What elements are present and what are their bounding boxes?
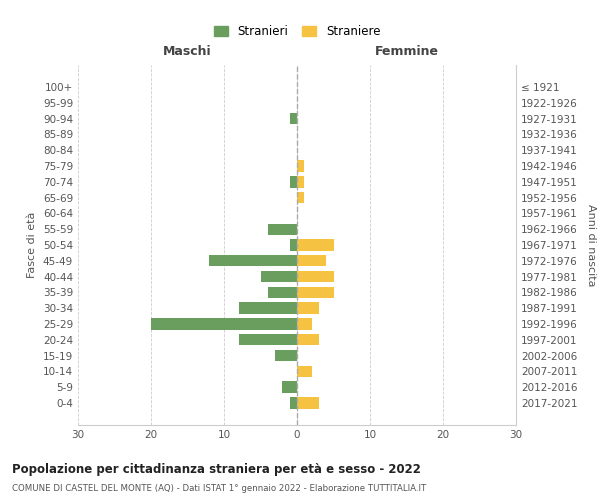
Bar (290, 113, 297, 124)
Bar (151, 318, 297, 330)
Bar (290, 176, 297, 188)
Bar (297, 271, 334, 282)
Bar (275, 350, 297, 362)
Bar (297, 334, 319, 345)
Bar (297, 286, 334, 298)
Bar (239, 334, 297, 345)
Text: COMUNE DI CASTEL DEL MONTE (AQ) - Dati ISTAT 1° gennaio 2022 - Elaborazione TUTT: COMUNE DI CASTEL DEL MONTE (AQ) - Dati I… (12, 484, 426, 493)
Bar (268, 224, 297, 235)
Bar (268, 286, 297, 298)
Bar (297, 240, 334, 250)
Bar (290, 398, 297, 408)
Text: Maschi: Maschi (163, 45, 212, 58)
Bar (297, 255, 326, 266)
Y-axis label: Anni di nascita: Anni di nascita (586, 204, 596, 286)
Bar (297, 302, 319, 314)
Y-axis label: Fasce di età: Fasce di età (28, 212, 37, 278)
Bar (290, 240, 297, 250)
Bar (297, 160, 304, 172)
Text: Popolazione per cittadinanza straniera per età e sesso - 2022: Popolazione per cittadinanza straniera p… (12, 462, 421, 475)
Bar (297, 366, 311, 377)
Bar (297, 398, 319, 408)
Bar (260, 271, 297, 282)
Bar (209, 255, 297, 266)
Bar (297, 192, 304, 203)
Bar (297, 318, 311, 330)
Text: Femmine: Femmine (374, 45, 439, 58)
Bar (297, 176, 304, 188)
Legend: Stranieri, Straniere: Stranieri, Straniere (209, 20, 385, 43)
Bar (239, 302, 297, 314)
Bar (283, 382, 297, 393)
